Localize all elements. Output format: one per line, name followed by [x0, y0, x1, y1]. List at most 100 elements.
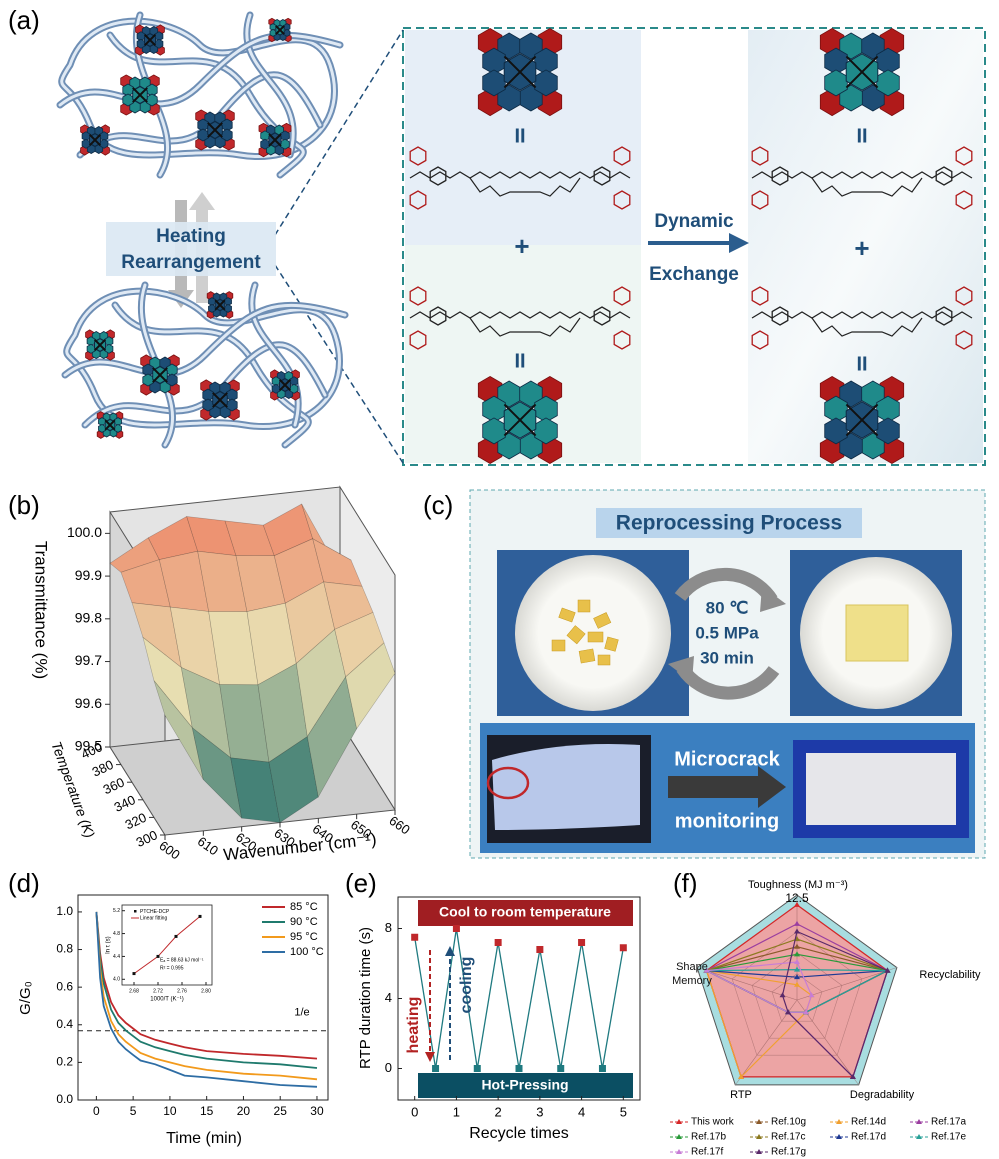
piece: [566, 625, 586, 645]
piece: [558, 607, 576, 623]
marker: [473, 1065, 481, 1072]
banner: [418, 900, 633, 926]
ring: [409, 190, 427, 210]
y-tick-label: 0.2: [56, 1055, 73, 1069]
bond: [93, 338, 107, 352]
radar-marker: [794, 901, 800, 907]
ring: [751, 286, 769, 306]
ring: [935, 306, 953, 326]
legend-label: Ref.17a: [931, 1117, 966, 1128]
film: [806, 753, 956, 825]
hexagon: [98, 423, 106, 433]
hexagon: [861, 32, 885, 60]
z-tick-label: 99.5: [75, 738, 102, 754]
y-tick-label: 320: [123, 810, 149, 833]
inset-x-label: 1000/T (K⁻¹): [150, 997, 183, 1003]
dashed-frame: [402, 27, 986, 466]
hexagon: [166, 373, 178, 387]
line: [95, 911, 318, 1069]
radar-axis-label: RTP: [730, 1089, 752, 1101]
piece: [577, 599, 591, 613]
z-axis-label: Transmittance (%): [32, 541, 51, 679]
bond: [132, 87, 148, 103]
bond: [143, 33, 157, 47]
hexagon: [154, 38, 164, 49]
radar-marker: [808, 992, 815, 998]
hexagon: [260, 138, 270, 150]
hexagon: [224, 303, 232, 313]
ring: [593, 306, 611, 326]
y-axis-label: G/G₀: [17, 981, 34, 1015]
zoom-line: [274, 29, 404, 236]
marker: [452, 925, 460, 932]
x-tick-label: 0: [411, 1104, 418, 1119]
radar-marker: [794, 920, 800, 926]
hexagon: [104, 343, 114, 354]
hexagon: [289, 383, 299, 394]
legend-marker: [836, 1119, 842, 1124]
piece: [604, 636, 619, 652]
ring: [955, 330, 973, 350]
inset-x-tick-label: 2.72: [153, 988, 163, 994]
legend-marker: [676, 1149, 682, 1154]
caption: Exchange: [649, 264, 739, 285]
legend-marker: [676, 1134, 682, 1139]
inset-x-tick-label: 2.68: [129, 988, 139, 994]
bond: [152, 367, 168, 383]
y-tick-label: 380: [90, 757, 116, 780]
parallel: II: [514, 350, 525, 372]
surface-patch: [334, 611, 385, 678]
line: [95, 911, 318, 1081]
piece: [593, 612, 612, 629]
marker: [536, 946, 544, 953]
plus: +: [854, 233, 869, 263]
legend-marker: [756, 1149, 762, 1154]
bond: [845, 403, 879, 437]
radar-marker: [794, 943, 800, 949]
radar-series: [781, 930, 889, 1079]
bond: [207, 122, 223, 138]
y-tick-label: 1.0: [56, 904, 73, 918]
chain: [245, 13, 295, 157]
chain: [250, 283, 300, 427]
x-axis-label: Time (min): [166, 1130, 242, 1147]
x-tick-label: 4: [578, 1104, 585, 1119]
ring: [771, 166, 789, 186]
inset-point: [174, 934, 178, 938]
panel-label: (c): [423, 490, 453, 520]
grid-ring: [751, 952, 843, 1039]
condition: 30 min: [700, 648, 754, 667]
hexagon: [861, 380, 885, 408]
panel-label: (d): [8, 868, 40, 898]
panel-label: (a): [8, 5, 40, 35]
z-tick-label: 99.7: [75, 652, 102, 668]
hexagon: [197, 128, 209, 142]
caption: Rearrangement: [121, 252, 261, 273]
strand: [469, 317, 581, 337]
inset-x-tick-label: 2.76: [177, 988, 187, 994]
y-tick-label: 0.0: [56, 1092, 73, 1106]
bond: [275, 25, 285, 35]
z-tick-label: 99.6: [75, 695, 102, 711]
x-tick-label: 660: [386, 813, 412, 838]
y-tick-label: 0.6: [56, 979, 73, 993]
piece: [551, 639, 566, 652]
radar-marker: [703, 967, 710, 973]
x-tick-label: 25: [274, 1104, 288, 1118]
hexagon: [283, 28, 291, 37]
caption: Microcrack: [674, 748, 780, 770]
legend-marker: [756, 1119, 762, 1124]
charts: (b)99.599.699.799.899.9100.0300320340360…: [8, 485, 981, 1158]
radar-marker: [794, 981, 800, 987]
hexagon: [208, 303, 216, 313]
strand: [469, 177, 581, 197]
grid-ring: [731, 931, 863, 1056]
strand: [409, 171, 631, 179]
x-tick-label: 5: [620, 1104, 627, 1119]
crack-circle: [486, 766, 530, 800]
x-tick-label: 610: [195, 834, 221, 859]
annotation: heating: [405, 997, 422, 1054]
x-tick-label: 20: [237, 1104, 251, 1118]
surface-patch: [312, 538, 363, 587]
hexagon: [202, 398, 214, 412]
